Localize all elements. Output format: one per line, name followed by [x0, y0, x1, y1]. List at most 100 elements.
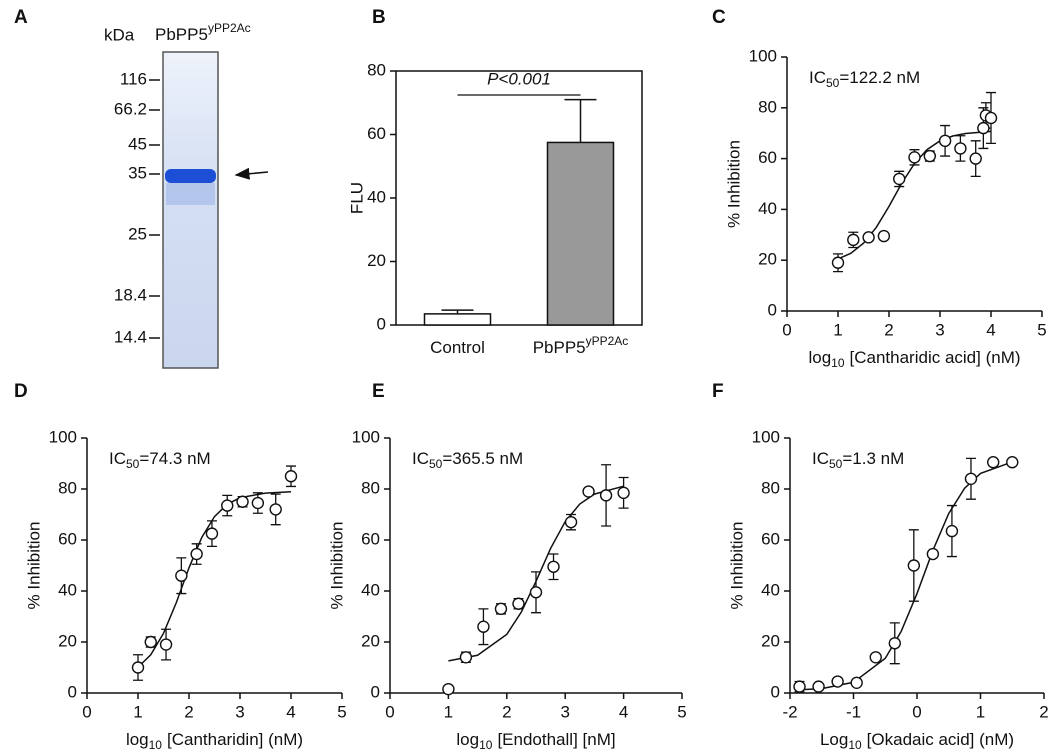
data-point	[847, 233, 860, 247]
x-tick-label-part: yPP2Ac	[586, 334, 629, 348]
x-axis-title-part: Log	[820, 730, 848, 749]
data-point	[221, 499, 234, 512]
data-point	[459, 651, 473, 664]
x-tick-label: PbPP5yPP2Ac	[533, 334, 629, 357]
y-tick-label: 20	[758, 250, 777, 269]
y-tick-label: 20	[761, 631, 780, 650]
x-tick-label: 3	[935, 320, 944, 339]
x-axis-title-part: 10	[831, 356, 845, 370]
data-point	[869, 651, 882, 664]
data-point	[494, 602, 508, 616]
x-tick-label: 2	[1039, 702, 1048, 721]
data-point	[969, 152, 982, 165]
annotation-part: IC	[809, 68, 826, 87]
panel-label: D	[14, 381, 28, 402]
data-point	[908, 151, 921, 164]
y-tick-label: 0	[371, 682, 380, 701]
x-tick-label-part: Control	[430, 338, 485, 357]
y-tick-label: 80	[361, 478, 380, 497]
y-tick-label: 40	[361, 580, 380, 599]
unit-label: kDa	[104, 25, 135, 44]
y-axis-title: FLU	[347, 182, 366, 214]
data-point	[926, 547, 940, 561]
x-tick-label: 1	[133, 702, 142, 721]
marker-label: 45	[128, 134, 147, 153]
y-axis-title: % Inhibition	[24, 522, 43, 610]
annotation-part: =122.2 nM	[839, 68, 920, 87]
y-tick-label: 80	[758, 97, 777, 116]
data-point	[893, 172, 906, 186]
x-tick-label: 2	[184, 702, 193, 721]
significance-label: P<0.001	[487, 69, 551, 88]
lane-label-part: PbPP5	[155, 25, 208, 44]
axes	[389, 438, 682, 694]
x-tick-label: 3	[235, 702, 244, 721]
data-point	[131, 661, 145, 674]
data-point	[442, 682, 455, 696]
gel-lane	[162, 51, 219, 369]
annotation: IC50=365.5 nM	[412, 449, 523, 471]
x-axis-title-part: [Cantharidin] (nM)	[167, 730, 303, 749]
axes	[786, 57, 1042, 312]
y-axis-title: % Inhibition	[724, 140, 743, 228]
data-point	[862, 231, 875, 244]
marker-label: 25	[128, 224, 147, 243]
x-tick-label: 0	[912, 702, 921, 721]
fit-curve	[448, 485, 624, 662]
data-point	[1006, 456, 1019, 469]
x-tick-label-part: PbPP5	[533, 338, 586, 357]
x-tick-label: 2	[502, 702, 511, 721]
x-axis-title: log10 [Cantharidin] (nM)	[126, 730, 303, 752]
data-point	[159, 638, 173, 651]
data-point	[907, 559, 921, 572]
data-point	[977, 121, 990, 135]
data-point	[190, 547, 203, 561]
y-tick-label: 20	[361, 631, 380, 650]
data-point	[175, 569, 188, 582]
data-point	[938, 134, 952, 148]
data-point	[954, 142, 967, 155]
annotation-part: 50	[126, 457, 140, 471]
y-tick-label: 40	[758, 199, 777, 218]
data-point	[877, 229, 891, 243]
data-point	[547, 560, 560, 573]
y-axis-title: % Inhibition	[727, 522, 746, 610]
data-point	[617, 486, 630, 500]
x-tick-label: -2	[782, 702, 797, 721]
annotation-part: IC	[412, 449, 429, 468]
x-tick-label: 0	[82, 702, 91, 721]
data-point	[477, 620, 490, 633]
marker-label: 66.2	[114, 99, 147, 118]
lane-label: PbPP5yPP2Ac	[155, 21, 251, 44]
x-tick-label: 4	[986, 320, 995, 339]
y-tick-label: 40	[761, 580, 780, 599]
x-axis-title: log10 [Cantharidic acid] (nM)	[808, 348, 1020, 370]
data-point	[831, 256, 845, 269]
error-bar	[564, 98, 597, 143]
x-tick-label: -1	[846, 702, 861, 721]
annotation-part: 50	[826, 76, 840, 90]
marker-label: 14.4	[114, 327, 147, 346]
error-bar	[441, 309, 474, 314]
data-point	[888, 637, 901, 650]
x-tick-label: 2	[884, 320, 893, 339]
data-point	[812, 680, 825, 693]
y-axis-title: % Inhibition	[327, 522, 346, 610]
annotation-part: =365.5 nM	[442, 449, 523, 468]
x-tick-label: 3	[560, 702, 569, 721]
y-tick-label: 60	[758, 148, 777, 167]
data-point	[850, 676, 863, 689]
data-point	[512, 597, 525, 610]
gel-smear	[166, 183, 215, 205]
marker-label: 18.4	[114, 285, 147, 304]
annotation: IC50=122.2 nM	[809, 68, 920, 90]
panel-label: F	[712, 381, 724, 402]
fit-curve	[137, 491, 292, 668]
data-point	[945, 524, 959, 538]
x-axis-title-part: log	[126, 730, 149, 749]
annotation-part: IC	[109, 449, 126, 468]
data-point	[984, 111, 998, 125]
annotation-part: =1.3 nM	[842, 449, 904, 468]
x-tick-label: 5	[1037, 320, 1046, 339]
